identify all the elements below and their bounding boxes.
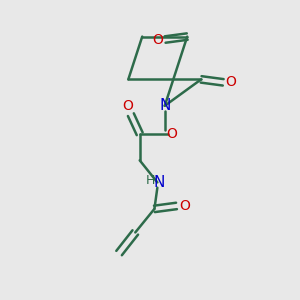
Text: N: N	[159, 98, 170, 113]
Text: O: O	[122, 99, 134, 113]
Text: N: N	[154, 175, 165, 190]
Text: O: O	[226, 75, 237, 89]
Text: O: O	[152, 32, 163, 46]
Text: O: O	[179, 199, 190, 213]
Text: H: H	[145, 174, 155, 187]
Text: O: O	[167, 127, 178, 141]
